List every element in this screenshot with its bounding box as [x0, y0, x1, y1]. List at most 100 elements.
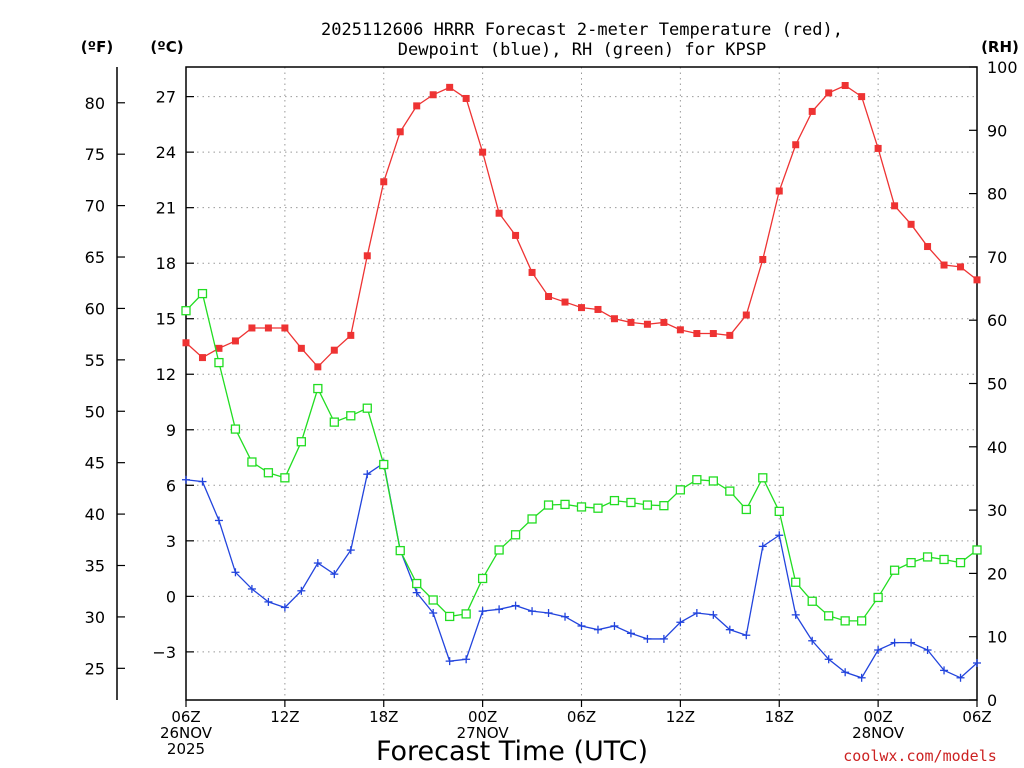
dewpoint-point: [709, 610, 718, 619]
rh-point: [659, 501, 669, 511]
dewpoint-point: [907, 638, 916, 647]
rh-point: [774, 506, 784, 517]
temperature-point: [231, 337, 239, 345]
rh-point: [296, 437, 307, 447]
temperature-point: [660, 318, 668, 326]
dewpoint-point: [808, 636, 817, 645]
celsius-tick-label: 0: [166, 587, 176, 606]
dewpoint-point: [824, 655, 833, 664]
x-tick-label: 18Z: [765, 708, 794, 726]
x-tick-label: 2025: [167, 740, 205, 758]
rh-tick-label: 70: [987, 248, 1007, 267]
temperature-point: [495, 209, 503, 217]
temperature-point: [891, 202, 899, 210]
fahrenheit-tick-label: 30: [85, 608, 105, 627]
dewpoint-point: [659, 634, 668, 643]
dewpoint-point: [610, 621, 619, 630]
dewpoint-point: [973, 658, 981, 667]
rh-point: [527, 514, 537, 524]
dewpoint-point: [495, 605, 504, 614]
dewpoint-point: [214, 516, 223, 525]
rh-tick-label: 0: [987, 691, 997, 710]
dewpoint-point: [890, 638, 899, 647]
temperature-point: [676, 326, 684, 334]
temperature-point: [215, 344, 223, 352]
rh-point: [412, 578, 422, 589]
rh-point: [247, 457, 257, 467]
temperature-point: [643, 320, 651, 328]
temperature-point: [825, 89, 833, 97]
data-series: [181, 82, 982, 682]
rh-point: [445, 611, 455, 622]
temperature-point: [627, 318, 635, 326]
dewpoint-point: [346, 546, 355, 555]
celsius-tick-label: 3: [166, 532, 176, 551]
chart-title-line-1: 2025112606 HRRR Forecast 2-meter Tempera…: [321, 20, 843, 40]
dewpoint-point: [956, 673, 965, 682]
rh-point: [791, 577, 801, 587]
rh-point: [675, 485, 686, 495]
temperature-point: [775, 187, 783, 195]
fahrenheit-tick-label: 65: [85, 248, 105, 267]
temperature-point: [940, 261, 948, 269]
temperature-point: [512, 231, 520, 239]
rh-point: [824, 611, 834, 621]
temperature-point: [182, 339, 190, 347]
rh-point: [609, 495, 620, 506]
celsius-tick-label: 12: [156, 365, 176, 384]
rh-point: [494, 545, 504, 555]
temperature-point: [726, 331, 734, 339]
fahrenheit-tick-label: 35: [85, 557, 105, 576]
rh-point: [230, 424, 241, 434]
dewpoint-point: [841, 668, 850, 677]
dewpoint-point: [857, 673, 866, 682]
rh-point: [510, 530, 521, 540]
dewpoint-point: [593, 625, 602, 634]
rh-tick-label: 10: [987, 628, 1007, 647]
x-tick-label: 12Z: [270, 708, 299, 726]
x-tick-label: 27NOV: [457, 724, 510, 742]
dewpoint-point: [478, 607, 487, 616]
dewpoint-point: [198, 477, 207, 486]
rh-point: [576, 502, 587, 512]
temperature-point: [578, 304, 585, 312]
temperature-point: [561, 298, 569, 306]
dewpoint-point: [692, 609, 701, 618]
celsius-tick-label: −3: [152, 643, 176, 662]
dewpoint-point: [775, 531, 784, 540]
temperature-point: [314, 363, 322, 371]
rh-unit-label: (RH): [981, 38, 1019, 56]
rh-tick-label: 90: [987, 121, 1007, 140]
rh-point: [939, 554, 949, 565]
temperature-point: [462, 94, 470, 102]
celsius-tick-label: 15: [156, 310, 176, 329]
celsius-tick-label: 24: [156, 143, 176, 162]
rh-point: [214, 357, 224, 368]
rh-point: [873, 592, 883, 603]
rh-point: [428, 595, 438, 605]
temperature-point: [297, 344, 305, 352]
dewpoint-point: [626, 629, 635, 638]
fahrenheit-tick-label: 40: [85, 505, 105, 524]
rh-point: [906, 557, 916, 568]
temperature-point: [198, 354, 206, 362]
temperature-point: [380, 178, 388, 186]
fahrenheit-tick-label: 75: [85, 145, 105, 164]
dewpoint-point: [280, 603, 289, 612]
celsius-unit-label: (ºC): [150, 38, 183, 56]
temperature-point: [742, 311, 750, 319]
dewpoint-point: [330, 570, 339, 579]
temperature-point: [446, 83, 454, 91]
rh-point: [181, 306, 191, 316]
rh-point: [263, 468, 274, 478]
celsius-tick-label: 6: [166, 476, 176, 495]
temperature-point: [330, 346, 338, 354]
dewpoint-point: [725, 625, 734, 634]
dewpoint-point: [676, 618, 685, 627]
rh-point: [807, 596, 817, 606]
temperature-point: [248, 324, 256, 332]
dewpoint-point: [231, 568, 240, 577]
rh-point: [856, 616, 867, 626]
celsius-tick-label: 27: [156, 88, 176, 107]
